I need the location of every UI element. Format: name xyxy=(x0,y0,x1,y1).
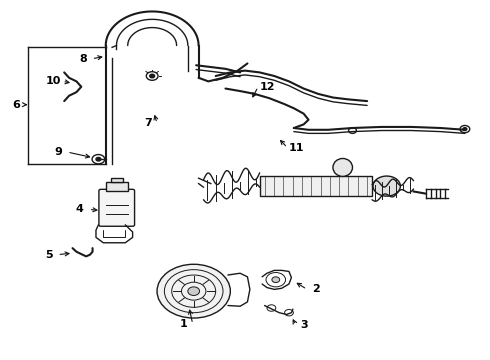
Text: 2: 2 xyxy=(312,284,319,294)
Text: 12: 12 xyxy=(259,82,275,92)
Text: 5: 5 xyxy=(45,249,52,260)
Circle shape xyxy=(150,74,155,78)
Text: 9: 9 xyxy=(54,147,62,157)
Bar xyxy=(111,178,123,182)
Circle shape xyxy=(373,176,400,196)
Circle shape xyxy=(272,277,280,283)
Circle shape xyxy=(463,128,467,131)
Text: 7: 7 xyxy=(145,118,152,128)
Text: 10: 10 xyxy=(46,76,61,86)
Bar xyxy=(260,176,372,196)
Text: 4: 4 xyxy=(76,204,84,215)
FancyBboxPatch shape xyxy=(99,189,135,226)
Ellipse shape xyxy=(333,158,352,176)
Circle shape xyxy=(157,264,230,318)
Text: 3: 3 xyxy=(301,320,308,330)
Text: 6: 6 xyxy=(12,100,20,110)
Bar xyxy=(106,182,128,191)
Text: 11: 11 xyxy=(289,143,304,153)
Text: 8: 8 xyxy=(79,54,87,64)
Text: 1: 1 xyxy=(180,319,188,329)
Circle shape xyxy=(96,157,101,161)
Circle shape xyxy=(188,287,199,296)
